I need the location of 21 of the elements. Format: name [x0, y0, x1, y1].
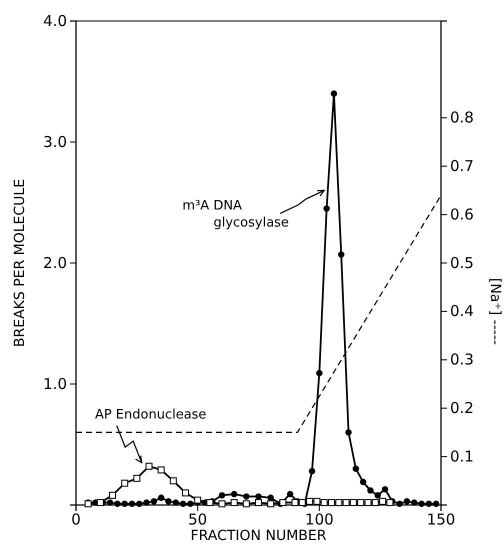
- y-tick-label: 1.0: [43, 374, 67, 393]
- y2-axis-title: [Na⁺] -----: [487, 278, 503, 345]
- y2-tick-label: 0.4: [450, 302, 474, 320]
- x-tick-label: 50: [188, 510, 208, 529]
- x-tick-label: 0: [71, 510, 81, 529]
- y2-tick-label: 0.8: [450, 108, 474, 127]
- x-tick-label: 100: [305, 510, 334, 529]
- y2-tick-label: 0.1: [450, 447, 474, 466]
- annotation: m³A DNA glycosylase: [182, 198, 289, 230]
- y-axis-title: BREAKS PER MOLECULE: [12, 178, 28, 348]
- y2-tick-label: 0.5: [450, 254, 474, 272]
- x-axis-title: FRACTION NUMBER: [190, 528, 327, 544]
- y2-tick-label: 0.7: [450, 157, 474, 175]
- y2-tick-label: 0.2: [450, 399, 474, 417]
- y2-tick-label: 0.3: [450, 350, 474, 369]
- y-tick-label: 4.0: [43, 12, 67, 30]
- annotation: AP Endonuclease: [94, 408, 206, 423]
- y-tick-label: 3.0: [43, 132, 67, 151]
- y2-tick-label: 0.6: [450, 205, 474, 224]
- y-tick-label: 2.0: [43, 254, 67, 272]
- x-tick-label: 150: [426, 510, 456, 529]
